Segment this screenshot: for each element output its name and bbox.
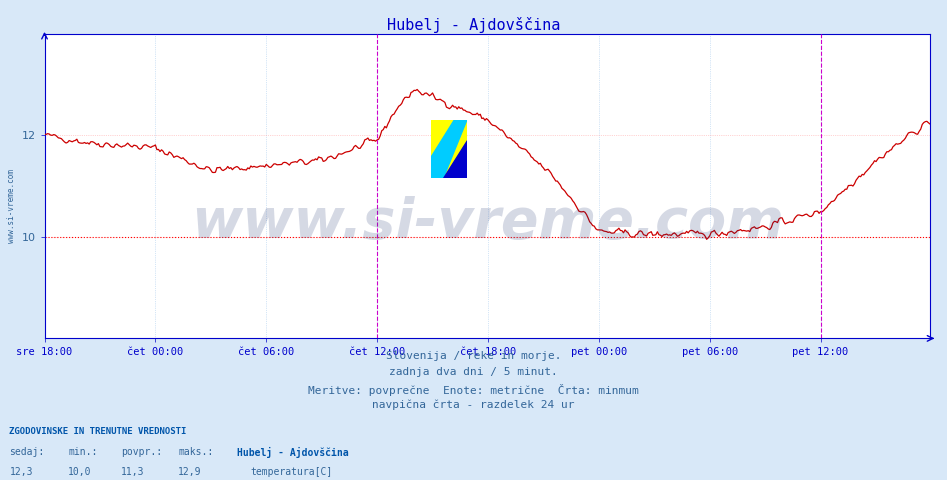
Text: Meritve: povprečne  Enote: metrične  Črta: minmum: Meritve: povprečne Enote: metrične Črta:…	[308, 384, 639, 396]
Text: www.si-vreme.com: www.si-vreme.com	[7, 169, 16, 243]
Text: povpr.:: povpr.:	[121, 447, 162, 457]
Text: 11,3: 11,3	[121, 467, 145, 477]
Polygon shape	[443, 140, 467, 178]
Text: www.si-vreme.com: www.si-vreme.com	[190, 195, 784, 250]
Text: Hubelj - Ajdovščina: Hubelj - Ajdovščina	[386, 17, 561, 33]
Text: min.:: min.:	[68, 447, 98, 457]
Text: sedaj:: sedaj:	[9, 447, 45, 457]
Text: zadnja dva dni / 5 minut.: zadnja dva dni / 5 minut.	[389, 368, 558, 377]
Text: navpična črta - razdelek 24 ur: navpična črta - razdelek 24 ur	[372, 400, 575, 410]
Polygon shape	[431, 120, 467, 178]
Text: temperatura[C]: temperatura[C]	[250, 467, 332, 477]
Text: ZGODOVINSKE IN TRENUTNE VREDNOSTI: ZGODOVINSKE IN TRENUTNE VREDNOSTI	[9, 427, 187, 436]
Text: maks.:: maks.:	[178, 447, 213, 457]
Text: Hubelj - Ajdovščina: Hubelj - Ajdovščina	[237, 447, 348, 458]
Text: 10,0: 10,0	[68, 467, 92, 477]
Text: 12,9: 12,9	[178, 467, 202, 477]
Text: Slovenija / reke in morje.: Slovenija / reke in morje.	[385, 351, 562, 361]
Text: 12,3: 12,3	[9, 467, 33, 477]
